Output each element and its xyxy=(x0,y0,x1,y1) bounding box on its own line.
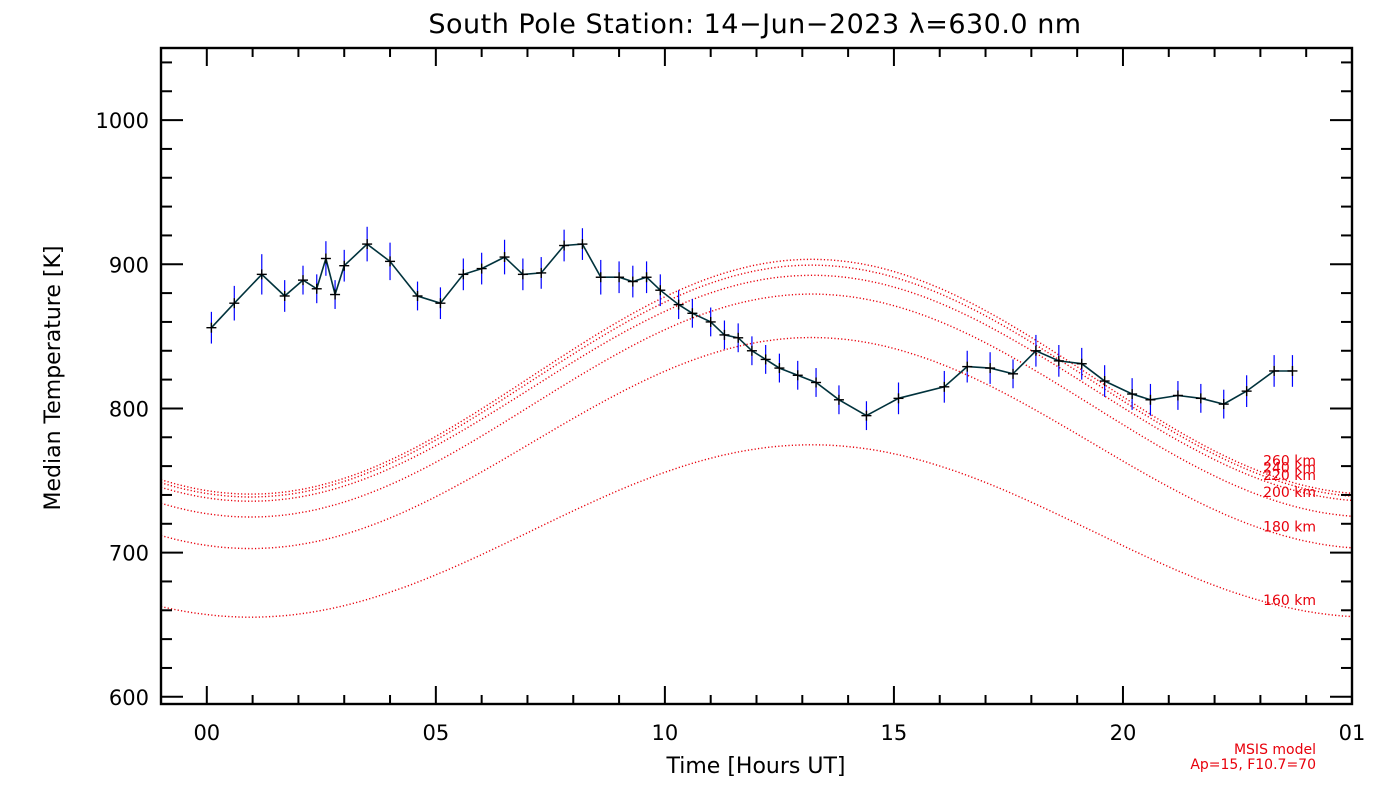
altitude-label: 200 km xyxy=(1263,485,1316,501)
data-point xyxy=(476,263,487,274)
data-point xyxy=(577,239,588,250)
x-tick-label: 05 xyxy=(422,721,449,745)
data-point xyxy=(627,276,638,287)
x-tick-label: 10 xyxy=(652,721,679,745)
data-point xyxy=(985,363,996,374)
chart-title: South Pole Station: 14−Jun−2023 λ=630.0 … xyxy=(428,9,1081,40)
plot-frame xyxy=(159,46,1354,706)
x-tick-label: 20 xyxy=(1110,721,1137,745)
data-point xyxy=(833,394,844,405)
data-point xyxy=(774,363,785,374)
y-tick-label: 900 xyxy=(109,253,149,277)
x-tick-label: 00 xyxy=(193,721,220,745)
model-curves xyxy=(160,258,1353,618)
data-point xyxy=(939,381,950,392)
data-point xyxy=(320,253,331,264)
data-point xyxy=(641,272,652,283)
data-point xyxy=(1076,358,1087,369)
data-point xyxy=(1172,390,1183,401)
data-point xyxy=(655,285,666,296)
data-point xyxy=(311,283,322,294)
data-point xyxy=(362,239,373,250)
x-tick-label: 01 xyxy=(1339,721,1366,745)
altitude-label: 220 km xyxy=(1263,468,1316,484)
data-point xyxy=(1195,393,1206,404)
data-point xyxy=(536,267,547,278)
data-point xyxy=(962,361,973,372)
data-point xyxy=(279,290,290,301)
data-point xyxy=(1287,365,1298,376)
altitude-label: 180 km xyxy=(1263,520,1316,536)
data-point xyxy=(298,275,309,286)
data-point xyxy=(385,256,396,267)
data-point xyxy=(339,260,350,271)
data-point xyxy=(1145,394,1156,405)
data-point xyxy=(330,289,341,300)
data-point xyxy=(719,329,730,340)
model-curve xyxy=(160,258,1353,495)
altitude-label: 240 km xyxy=(1263,461,1316,477)
data-point xyxy=(1127,389,1138,400)
measured-series xyxy=(210,243,1293,417)
data-point xyxy=(229,298,240,309)
data-point xyxy=(435,298,446,309)
y-axis-title: Median Temperature [K] xyxy=(41,246,66,511)
y-tick-label: 800 xyxy=(109,397,149,421)
data-point xyxy=(1008,368,1019,379)
data-point xyxy=(705,316,716,327)
altitude-label: 160 km xyxy=(1263,593,1316,609)
data-point xyxy=(811,377,822,388)
data-markers xyxy=(206,239,1298,421)
altitude-label: 260 km xyxy=(1263,453,1316,469)
data-point xyxy=(1241,386,1252,397)
model-note-line-2: Ap=15, F10.7=70 xyxy=(1190,757,1316,773)
data-point xyxy=(733,332,744,343)
data-point xyxy=(614,272,625,283)
data-point xyxy=(517,269,528,280)
model-note-line-1: MSIS model xyxy=(1234,742,1316,758)
data-point xyxy=(559,240,570,251)
measured-line xyxy=(210,243,1293,417)
data-point xyxy=(893,393,904,404)
x-tick-label: 15 xyxy=(881,721,908,745)
data-point xyxy=(1269,365,1280,376)
data-point xyxy=(760,354,771,365)
data-point xyxy=(256,269,267,280)
data-point xyxy=(1030,345,1041,356)
data-point xyxy=(499,252,510,263)
data-point xyxy=(458,269,469,280)
y-tick-label: 700 xyxy=(109,542,149,566)
data-point xyxy=(792,370,803,381)
data-point xyxy=(206,322,217,333)
y-tick-label: 600 xyxy=(109,686,149,710)
data-point xyxy=(746,345,757,356)
data-point xyxy=(861,410,872,421)
data-point xyxy=(1218,399,1229,410)
y-tick-label: 1000 xyxy=(96,109,149,133)
data-point xyxy=(595,272,606,283)
x-axis-title: Time [Hours UT] xyxy=(666,754,846,779)
model-curve xyxy=(160,444,1353,618)
data-point xyxy=(412,290,423,301)
data-point xyxy=(673,299,684,310)
data-point xyxy=(1099,376,1110,387)
axis-ticks: 00 05 10 15 20 01 600 700 800 900 1000 xyxy=(96,48,1366,745)
data-point xyxy=(687,308,698,319)
data-point xyxy=(1053,355,1064,366)
